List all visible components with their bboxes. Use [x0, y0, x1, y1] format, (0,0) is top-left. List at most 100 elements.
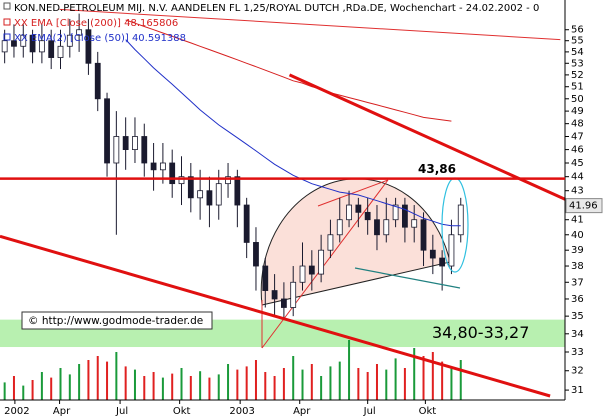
band-label: 34,80-33,27 [432, 323, 529, 342]
x-tick-label: Apr [53, 406, 71, 417]
candle-body [66, 34, 73, 47]
y-tick-label: 48 [571, 119, 584, 130]
candle-body [253, 242, 259, 267]
volume-bar [96, 356, 99, 400]
volume-bar [301, 369, 304, 400]
y-tick-label: 36 [571, 294, 584, 305]
candle-body [364, 211, 371, 221]
volume-bar [264, 372, 267, 400]
y-tick-label: 51 [571, 82, 584, 93]
candle-body [187, 176, 194, 199]
candle-body [141, 136, 148, 164]
trendline [59, 8, 561, 41]
candle-body [448, 234, 455, 267]
watermark-box [21, 311, 213, 330]
volume-bar [431, 352, 434, 400]
candle-body [206, 190, 213, 206]
y-tick-label: 50 [571, 94, 584, 105]
y-tick-label: 40 [571, 230, 584, 241]
candle-body [439, 257, 446, 267]
volume-bar [310, 364, 313, 400]
y-tick-label: 38 [571, 261, 584, 272]
volume-bar [40, 372, 43, 400]
candle-body [57, 45, 64, 58]
volume-bar [133, 369, 136, 400]
candle-body [104, 98, 110, 164]
title-icon [3, 2, 11, 10]
x-tick-label: Okt [173, 406, 191, 417]
y-tick-label: 47 [571, 131, 584, 142]
candle-body [11, 40, 17, 47]
candle-body [29, 34, 36, 53]
volume-bar [87, 360, 90, 400]
volume-bar [124, 366, 127, 400]
candle-body [38, 40, 45, 53]
volume-bar [366, 372, 369, 400]
y-tick-label: 54 [571, 47, 584, 58]
volume-bar [403, 368, 406, 400]
support-line [354, 267, 461, 289]
candle-body [327, 234, 334, 251]
volume-bar [143, 376, 146, 400]
candle-body [392, 204, 399, 221]
volume-bar [236, 369, 239, 400]
candle-body [429, 249, 436, 259]
volume-bar [282, 368, 285, 400]
candle-body [150, 162, 157, 171]
volume-bar [152, 372, 155, 400]
candle-body [318, 249, 325, 275]
volume-bar [22, 385, 25, 400]
x-tick-label: Okt [419, 406, 437, 417]
volume-bar [12, 376, 15, 400]
volume-bar [254, 360, 257, 400]
y-tick-label: 39 [571, 245, 584, 256]
volume-bar [59, 368, 62, 400]
volume-bar [208, 377, 211, 400]
candle-body [132, 136, 138, 151]
candle-body [169, 162, 176, 185]
candle-body [383, 219, 390, 236]
volume-bar [106, 361, 109, 400]
y-tick-label: 53 [571, 58, 584, 69]
volume-bar [357, 368, 360, 400]
volume-bar [320, 376, 323, 400]
last-price-label: 41.96 [569, 201, 598, 212]
candle-body [94, 62, 101, 100]
volume-bar [422, 356, 425, 400]
legend-icon [3, 18, 11, 26]
volume-bar [450, 366, 453, 400]
y-tick-label: 45 [571, 158, 584, 169]
volume-bar [180, 368, 183, 400]
y-tick-label: 49 [571, 106, 584, 117]
chart-title: KON.NED.PETROLEUM MIJ. N.V. AANDELEN FL … [14, 3, 539, 14]
volume-bar [459, 360, 462, 400]
candle-body [420, 219, 427, 251]
volume-bar [78, 364, 81, 400]
candle-body [178, 176, 185, 185]
y-tick-label: 35 [571, 311, 584, 322]
x-tick-label: Jul [115, 406, 128, 417]
volume-bar [68, 374, 71, 400]
legend-icon [3, 33, 11, 41]
candle-body [271, 290, 278, 300]
x-tick-label: 2002 [4, 406, 29, 417]
volume-bar [31, 380, 34, 400]
x-tick-label: 2003 [229, 406, 254, 417]
ema-line [125, 39, 461, 227]
candle-body [76, 29, 83, 36]
volume-bar [161, 377, 164, 400]
y-tick-label: 46 [571, 145, 584, 156]
last-price-box [565, 198, 603, 214]
candle-body [457, 204, 464, 236]
x-tick-label: Jul [363, 406, 376, 417]
y-tick-label: 41 [571, 215, 584, 226]
volume-bar [348, 340, 351, 400]
volume-bar [245, 366, 248, 400]
y-tick-label: 43 [571, 186, 584, 197]
y-tick-label: 34 [571, 329, 584, 340]
candle-body [113, 136, 120, 164]
candle-body [122, 136, 129, 151]
volume-bar [273, 376, 276, 400]
x-tick-label: Apr [293, 406, 311, 417]
